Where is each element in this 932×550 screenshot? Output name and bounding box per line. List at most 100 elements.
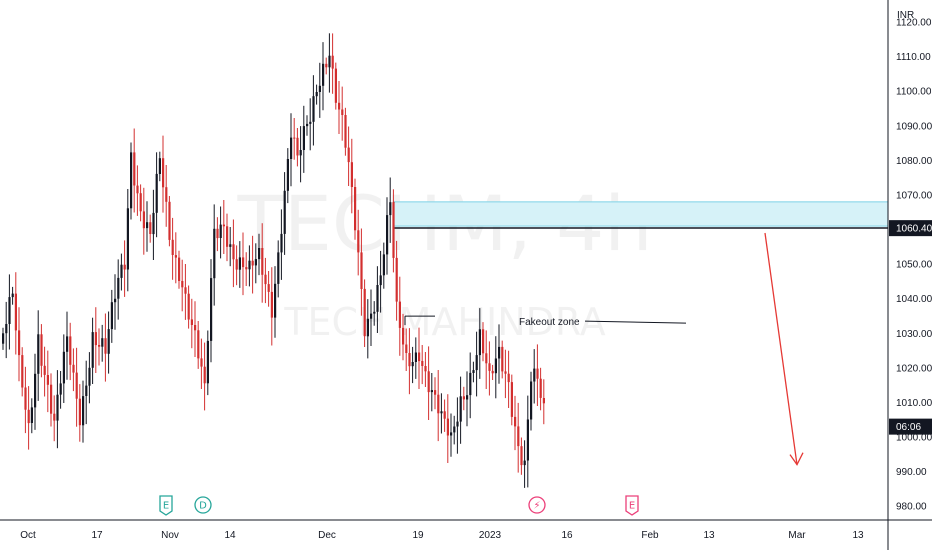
svg-text:⚡: ⚡ bbox=[533, 501, 540, 512]
price-tick-12: 1100.00 bbox=[896, 87, 932, 98]
candle bbox=[398, 276, 401, 356]
watermark-name: TECH MAHINDRA bbox=[283, 300, 606, 344]
candle bbox=[427, 346, 430, 420]
candle bbox=[517, 402, 520, 473]
candle bbox=[402, 313, 405, 361]
candle bbox=[155, 152, 158, 238]
candle bbox=[178, 250, 181, 289]
candle bbox=[498, 324, 501, 384]
candle bbox=[11, 286, 14, 305]
candle bbox=[366, 299, 369, 359]
fakeout-zone-label[interactable]: Fakeout zone bbox=[519, 317, 580, 328]
candle bbox=[325, 57, 328, 75]
candle bbox=[114, 274, 117, 330]
time-tick-7: 16 bbox=[561, 530, 573, 541]
price-tick-6: 1040.00 bbox=[896, 294, 932, 305]
candle bbox=[242, 232, 245, 296]
event-marker-3[interactable]: E bbox=[625, 495, 639, 516]
candle bbox=[418, 327, 421, 389]
candle bbox=[62, 334, 65, 403]
candle bbox=[235, 245, 238, 286]
time-tick-4: Dec bbox=[318, 530, 336, 541]
price-tick-2: 1000.00 bbox=[896, 433, 932, 444]
candle bbox=[21, 347, 24, 397]
candle bbox=[523, 440, 526, 488]
candle bbox=[133, 128, 136, 213]
candle bbox=[370, 289, 373, 346]
time-tick-6: 2023 bbox=[479, 530, 502, 541]
candle bbox=[469, 352, 472, 419]
candle bbox=[446, 394, 449, 463]
candle bbox=[312, 75, 315, 146]
candle bbox=[539, 367, 542, 411]
candle bbox=[504, 349, 507, 399]
candle bbox=[526, 395, 529, 488]
time-tick-2: Nov bbox=[161, 530, 179, 541]
candle bbox=[261, 223, 264, 303]
candle bbox=[542, 379, 545, 425]
time-tick-0: Oct bbox=[20, 530, 36, 541]
price-tick-11: 1090.00 bbox=[896, 121, 932, 132]
candle bbox=[450, 413, 453, 457]
candle bbox=[88, 352, 91, 404]
candle bbox=[331, 33, 334, 94]
candle bbox=[306, 115, 309, 136]
candle bbox=[181, 259, 184, 312]
candle bbox=[440, 393, 443, 434]
candle bbox=[350, 138, 353, 214]
candle bbox=[277, 240, 280, 298]
candle bbox=[50, 373, 53, 427]
time-tick-9: 13 bbox=[703, 530, 715, 541]
candle bbox=[40, 324, 43, 378]
candle bbox=[251, 235, 254, 294]
candle bbox=[34, 353, 37, 430]
candle bbox=[456, 397, 459, 454]
candle bbox=[421, 345, 424, 385]
candle bbox=[379, 250, 382, 313]
candle bbox=[206, 330, 209, 396]
event-marker-2[interactable]: ⚡ bbox=[528, 496, 546, 514]
price-axis[interactable]: 980.00 990.00 1000.00 1010.00 1020.00 1030.00… bbox=[896, 18, 932, 513]
event-markers: E D ⚡ E bbox=[159, 495, 639, 516]
price-tick-13: 1110.00 bbox=[896, 52, 931, 63]
candle bbox=[187, 285, 190, 329]
candle bbox=[430, 373, 433, 412]
candle bbox=[466, 371, 469, 427]
candle bbox=[142, 187, 145, 255]
time-tick-3: 14 bbox=[224, 530, 236, 541]
candle bbox=[286, 148, 289, 204]
candle bbox=[514, 395, 517, 451]
candle bbox=[501, 340, 504, 379]
time-tick-10: Mar bbox=[788, 530, 806, 541]
candle bbox=[213, 204, 216, 306]
candle bbox=[210, 259, 213, 363]
candle bbox=[149, 214, 152, 243]
projection-arrow-line[interactable] bbox=[764, 232, 798, 465]
candle bbox=[536, 344, 539, 406]
candle bbox=[126, 189, 129, 292]
candle bbox=[382, 242, 385, 289]
event-marker-0[interactable]: E bbox=[159, 495, 173, 516]
candle bbox=[59, 371, 62, 409]
candle bbox=[293, 118, 296, 160]
candles-layer bbox=[2, 33, 545, 488]
candle bbox=[299, 126, 302, 183]
time-tick-5: 19 bbox=[412, 530, 424, 541]
candle bbox=[344, 107, 347, 156]
candle bbox=[203, 342, 206, 411]
svg-text:E: E bbox=[629, 501, 635, 512]
candle bbox=[117, 259, 120, 320]
candle bbox=[302, 105, 305, 173]
time-tick-1: 17 bbox=[91, 530, 103, 541]
candle bbox=[258, 233, 261, 276]
candle bbox=[107, 311, 110, 374]
countdown-label: 06:06 bbox=[896, 422, 921, 433]
candle bbox=[104, 313, 107, 382]
time-axis[interactable]: Oct 17 Nov 14 Dec 19 2023 16 Feb 13 Mar 13 bbox=[20, 530, 864, 541]
candle bbox=[296, 128, 299, 167]
event-marker-1[interactable]: D bbox=[194, 496, 212, 514]
supply-zone[interactable] bbox=[393, 201, 889, 227]
candle bbox=[443, 399, 446, 432]
price-tick-1: 990.00 bbox=[896, 467, 927, 478]
candle bbox=[53, 395, 56, 442]
